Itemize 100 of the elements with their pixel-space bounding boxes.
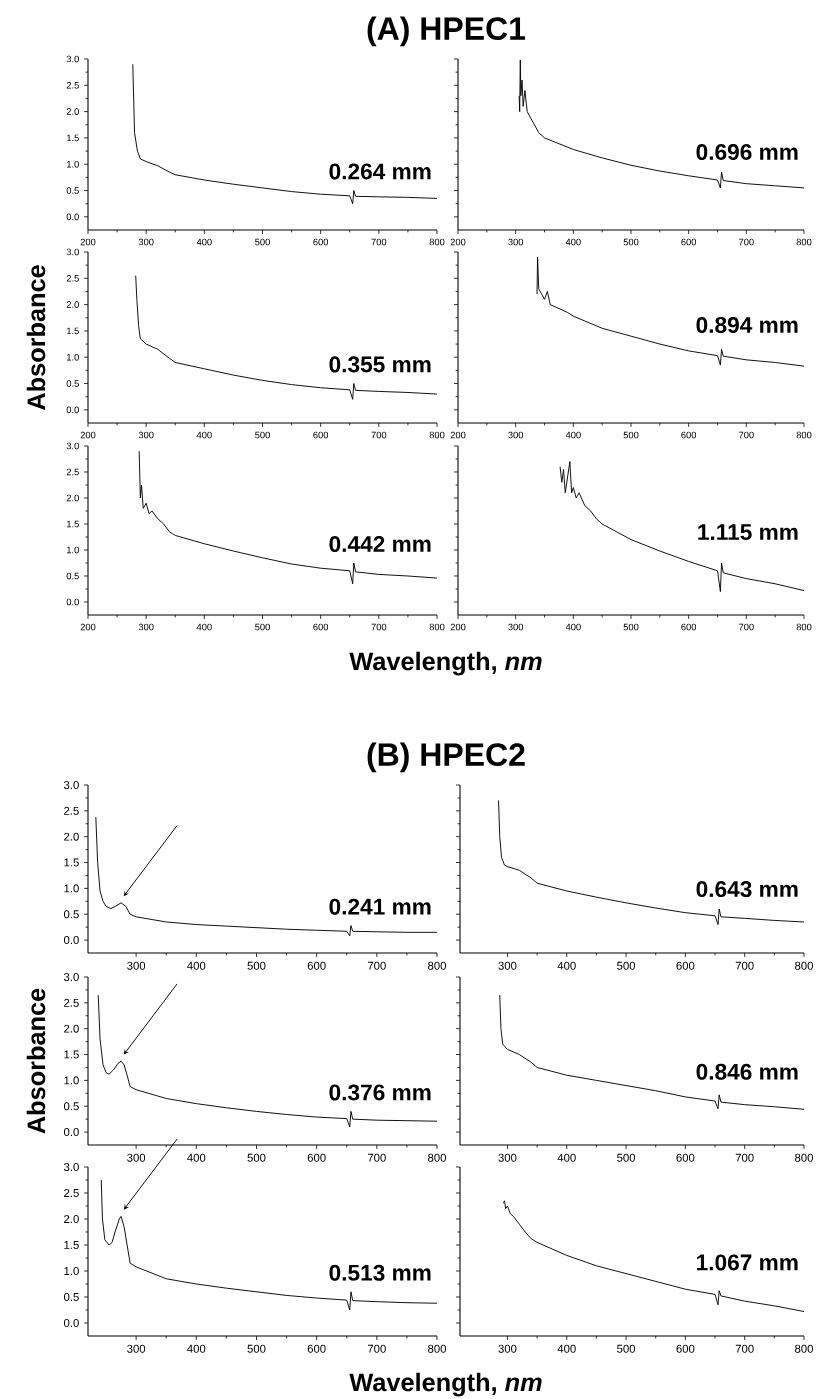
x-tick-label: 400 — [565, 238, 581, 246]
line-series — [138, 450, 438, 585]
x-axis-title: Wavelength, nm — [349, 1372, 542, 1397]
x-tick-label: 400 — [557, 1344, 576, 1353]
y-tick-label: 1.5 — [64, 858, 79, 867]
x-tick-label: 800 — [796, 238, 812, 246]
y-tick-label: 3.0 — [66, 55, 79, 63]
y-tick-label: 2.0 — [64, 1024, 79, 1033]
y-tick-label: 1.0 — [67, 353, 79, 361]
x-tick-label: 300 — [138, 238, 154, 246]
x-tick-label: 300 — [127, 961, 146, 970]
y-tick-label: 3.0 — [66, 442, 79, 450]
x-tick-label: 400 — [557, 961, 576, 970]
y-tick-label: 0.5 — [66, 187, 79, 194]
x-tick-label: 400 — [187, 1344, 206, 1353]
x-tick-label: 800 — [795, 961, 813, 970]
x-tick-label: 800 — [428, 961, 446, 970]
x-tick-label: 800 — [428, 1344, 446, 1353]
line-series — [132, 63, 438, 205]
annotation: 0.894 mm — [696, 316, 798, 333]
x-tick-label: 600 — [307, 1344, 326, 1353]
x-tick-label: 600 — [307, 961, 326, 970]
x-tick-label: 700 — [371, 431, 387, 439]
y-tick-label: 0.5 — [66, 572, 79, 580]
x-tick-label: 600 — [313, 623, 329, 631]
x-tick-label: 200 — [450, 623, 466, 631]
x-tick-label: 500 — [617, 961, 636, 970]
x-tick-label: 200 — [450, 238, 466, 246]
x-tick-label: 600 — [681, 623, 697, 631]
x-tick-label: 800 — [795, 1344, 813, 1353]
chart-title: (A) HPEC1 — [367, 16, 526, 47]
x-tick-label: 200 — [80, 431, 96, 439]
line-series — [135, 275, 438, 400]
annotation: 0.376 mm — [329, 1084, 431, 1101]
x-tick-label: 300 — [127, 1153, 146, 1162]
y-tick-label: 2.5 — [64, 1188, 79, 1197]
line-series — [97, 994, 438, 1128]
x-tick-label: 500 — [617, 1344, 636, 1353]
y-tick-label: 2.5 — [66, 275, 79, 282]
x-tick-label: 500 — [247, 1344, 266, 1353]
x-tick-label: 700 — [735, 1153, 754, 1162]
y-tick-label: 2.0 — [66, 301, 79, 308]
x-tick-label: 700 — [735, 961, 754, 970]
annotation: 1.067 mm — [697, 1254, 798, 1271]
x-tick-label: 200 — [450, 431, 466, 439]
y-tick-label: 0.0 — [66, 598, 79, 606]
x-tick-label: 300 — [498, 1344, 517, 1353]
x-tick-label: 800 — [429, 238, 445, 246]
y-tick-label: 0.5 — [63, 1292, 79, 1301]
x-tick-label: 300 — [498, 1153, 517, 1162]
y-tick-label: 1.0 — [64, 884, 79, 893]
x-tick-label: 800 — [796, 623, 812, 631]
y-tick-label: 1.5 — [64, 1050, 79, 1059]
x-tick-label: 400 — [196, 431, 212, 439]
y-tick-label: 2.0 — [64, 1214, 79, 1223]
y-tick-label: 1.5 — [67, 520, 79, 528]
x-tick-label: 600 — [681, 238, 697, 246]
x-tick-label: 700 — [739, 238, 754, 246]
x-tick-label: 400 — [196, 238, 212, 246]
x-tick-label: 800 — [429, 431, 445, 439]
x-tick-label: 300 — [498, 961, 517, 970]
x-tick-label: 700 — [371, 623, 387, 631]
y-tick-label: 2.0 — [64, 832, 79, 841]
x-tick-label: 700 — [367, 961, 386, 970]
x-tick-label: 400 — [565, 623, 581, 631]
y-tick-label: 0.5 — [63, 1102, 79, 1111]
x-axis-title: Wavelength, nm — [349, 651, 542, 676]
annotation: 0.643 mm — [696, 881, 798, 898]
x-tick-label: 700 — [367, 1344, 386, 1353]
y-axis-title: Absorbance — [26, 265, 46, 411]
x-tick-label: 400 — [557, 1153, 576, 1162]
x-tick-label: 300 — [508, 623, 524, 631]
y-tick-label: 1.0 — [64, 1266, 79, 1275]
x-tick-label: 300 — [508, 238, 524, 246]
y-tick-label: 3.0 — [63, 780, 79, 789]
y-tick-label: 0.0 — [63, 1318, 79, 1327]
y-tick-label: 1.5 — [67, 327, 79, 335]
y-tick-label: 2.0 — [66, 494, 79, 502]
x-tick-label: 500 — [247, 961, 266, 970]
annotation: 0.264 mm — [329, 163, 431, 180]
chart-title: (B) HPEC2 — [367, 742, 525, 773]
annotation: 1.115 mm — [698, 524, 798, 541]
y-tick-label: 2.5 — [64, 806, 79, 815]
annotation: 0.513 mm — [329, 1264, 431, 1281]
annotation: 0.241 mm — [329, 898, 431, 915]
y-tick-label: 1.5 — [67, 134, 79, 142]
x-tick-label: 800 — [429, 623, 445, 631]
x-tick-label: 400 — [196, 623, 212, 631]
y-tick-label: 1.0 — [64, 1076, 79, 1085]
y-tick-label: 0.0 — [63, 936, 79, 945]
x-tick-label: 500 — [617, 1153, 636, 1162]
y-tick-label: 0.0 — [66, 406, 79, 414]
x-tick-label: 600 — [313, 238, 329, 246]
annotation: 0.355 mm — [329, 356, 431, 373]
x-tick-label: 700 — [371, 238, 387, 246]
x-tick-label: 600 — [313, 431, 329, 439]
x-tick-label: 400 — [565, 431, 581, 439]
y-tick-label: 2.5 — [64, 998, 79, 1007]
x-tick-label: 600 — [307, 1153, 326, 1162]
y-tick-label: 0.0 — [63, 1128, 79, 1137]
